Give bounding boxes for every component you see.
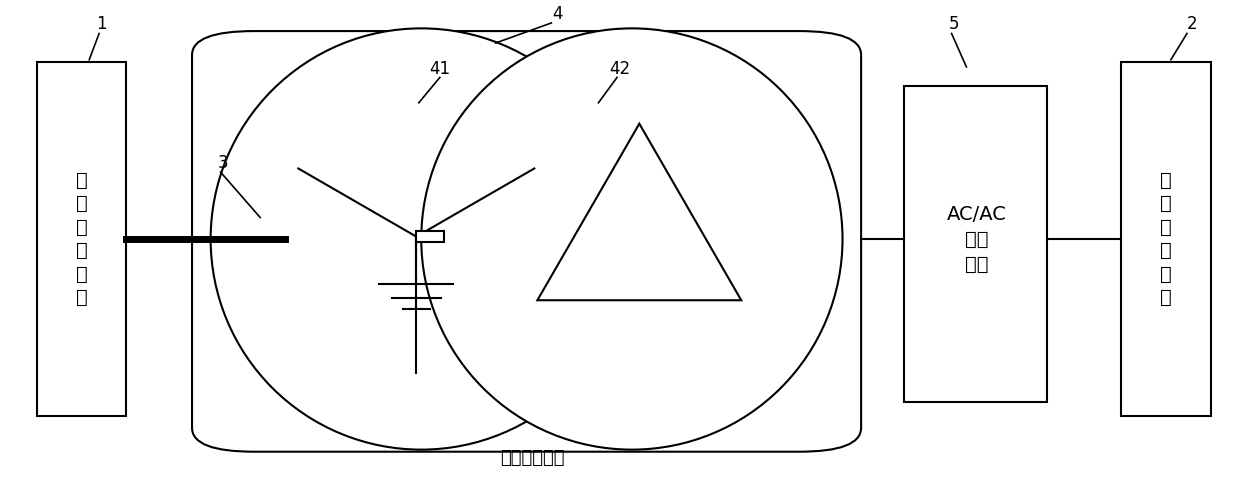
- Polygon shape: [538, 124, 741, 300]
- FancyBboxPatch shape: [192, 31, 861, 452]
- Ellipse shape: [421, 28, 843, 450]
- Ellipse shape: [211, 28, 632, 450]
- FancyBboxPatch shape: [904, 86, 1047, 402]
- Text: 4: 4: [553, 5, 563, 23]
- Text: 42: 42: [608, 60, 631, 78]
- Text: 2: 2: [1187, 15, 1197, 33]
- Text: 第
一
交
流
电
网: 第 一 交 流 电 网: [76, 171, 88, 307]
- FancyBboxPatch shape: [37, 62, 126, 416]
- Text: 接地隔离装置: 接地隔离装置: [501, 449, 565, 467]
- Text: 5: 5: [949, 15, 959, 33]
- Text: 3: 3: [218, 153, 228, 172]
- Text: 1: 1: [97, 15, 107, 33]
- FancyBboxPatch shape: [1121, 62, 1211, 416]
- Bar: [416, 231, 444, 242]
- Text: 41: 41: [429, 60, 451, 78]
- Text: AC/AC
变频
装置: AC/AC 变频 装置: [947, 205, 1006, 273]
- Text: 第
二
交
流
电
网: 第 二 交 流 电 网: [1160, 171, 1172, 307]
